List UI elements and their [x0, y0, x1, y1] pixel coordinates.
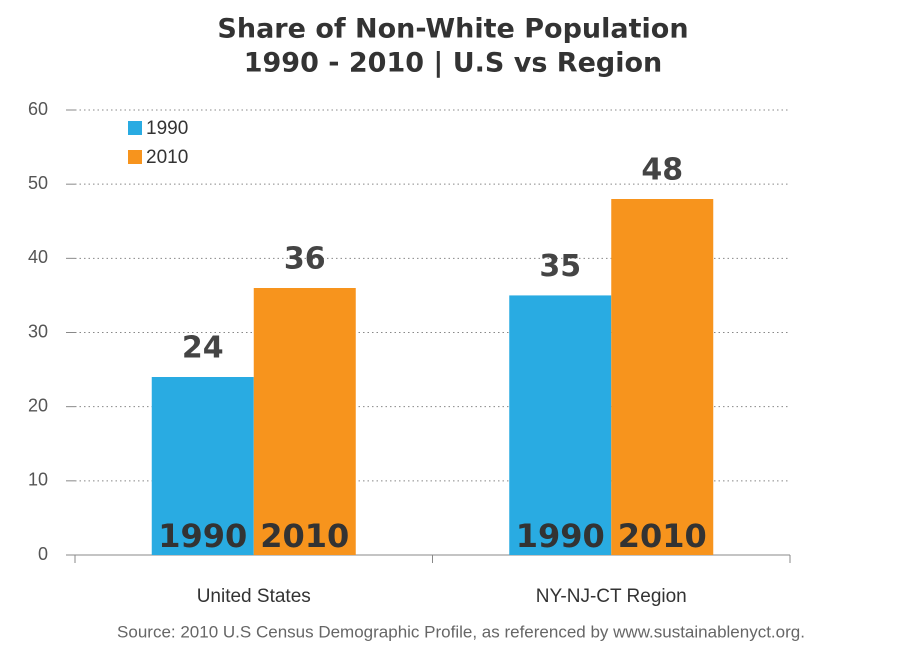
- x-tick-label: United States: [197, 586, 311, 607]
- bar-series-label: 1990: [516, 517, 605, 555]
- x-tick-label: NY-NJ-CT Region: [536, 586, 687, 607]
- source-note: Source: 2010 U.S Census Demographic Prof…: [117, 622, 805, 641]
- y-tick-label: 60: [28, 99, 48, 119]
- value-label: 36: [284, 242, 326, 277]
- y-tick-label: 30: [28, 321, 48, 341]
- bar-series-label: 1990: [158, 517, 247, 555]
- bar: [611, 199, 714, 555]
- value-label: 35: [539, 249, 581, 284]
- y-tick-label: 20: [28, 395, 48, 415]
- legend-label: 2010: [146, 147, 188, 168]
- bar: [253, 288, 356, 555]
- value-label: 48: [641, 153, 683, 188]
- legend-swatch: [128, 121, 142, 135]
- bar-series-label: 2010: [618, 517, 707, 555]
- value-label: 24: [182, 331, 224, 366]
- y-tick-label: 50: [28, 173, 48, 193]
- y-tick-label: 0: [38, 544, 48, 564]
- y-tick-label: 40: [28, 247, 48, 267]
- bar: [151, 377, 254, 555]
- chart-title: Share of Non-White Population: [217, 14, 688, 45]
- bar-series-label: 2010: [260, 517, 349, 555]
- y-tick-label: 10: [28, 470, 48, 490]
- legend-label: 1990: [146, 118, 188, 139]
- bar: [509, 295, 612, 555]
- chart-subtitle: 1990 - 2010 | U.S vs Region: [244, 48, 663, 79]
- legend-swatch: [128, 150, 142, 164]
